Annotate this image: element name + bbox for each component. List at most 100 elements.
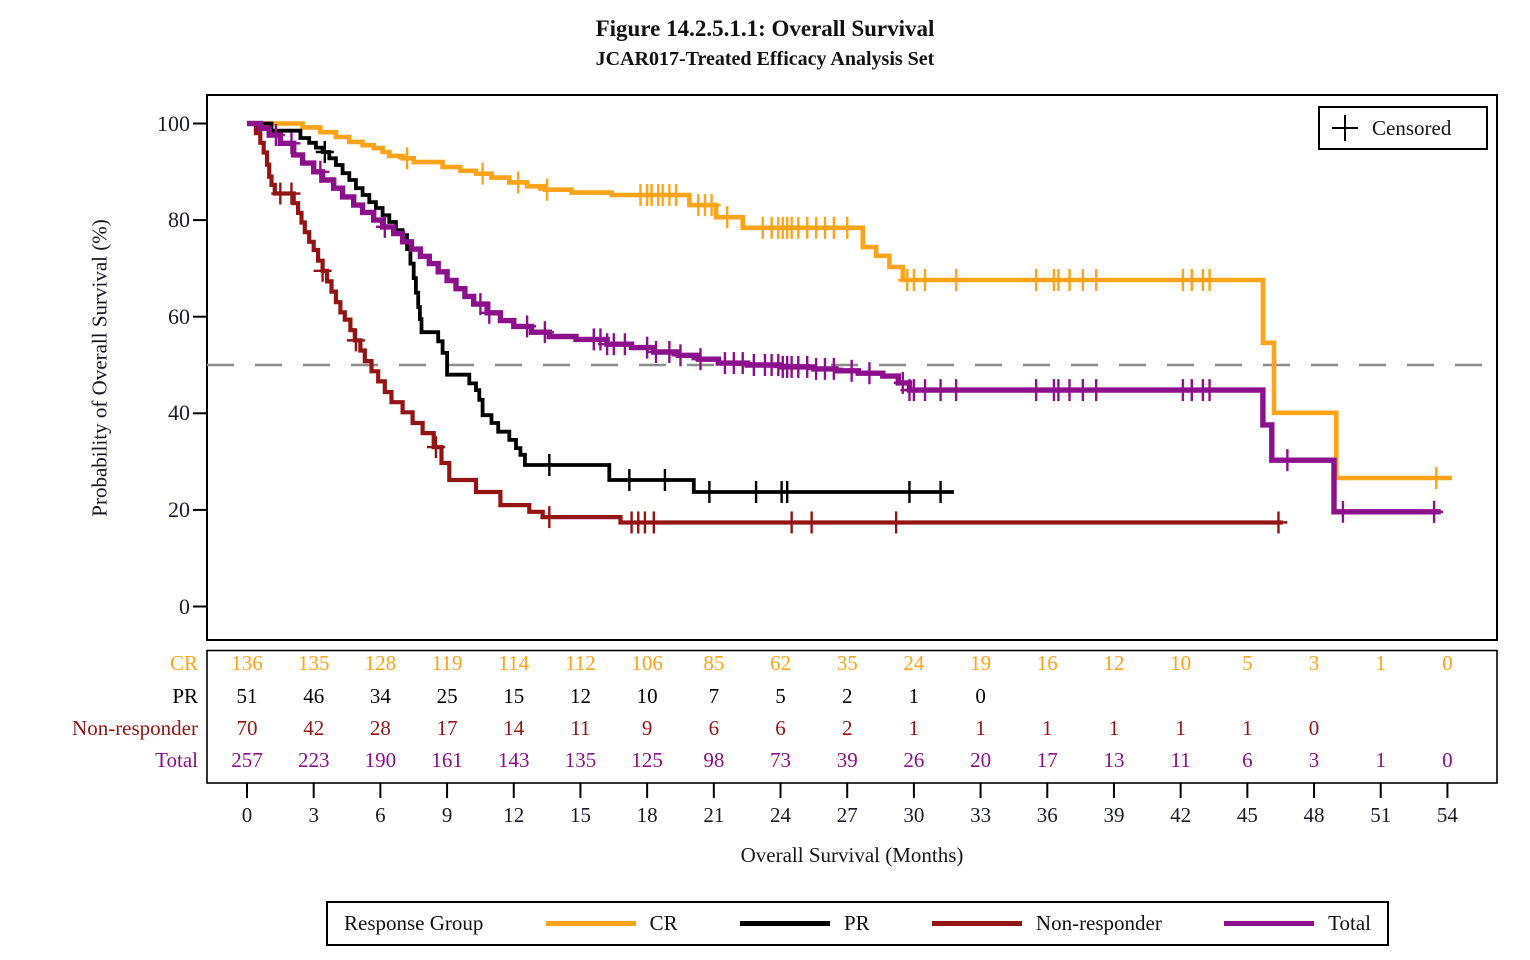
y-tick-label: 20 bbox=[168, 496, 190, 522]
x-tick-label: 42 bbox=[1170, 803, 1192, 827]
risk-count: 28 bbox=[369, 716, 391, 740]
legend-entry-label: PR bbox=[843, 911, 870, 935]
risk-row-label-total: Total bbox=[155, 748, 198, 772]
legend-entry-pr: PR bbox=[739, 911, 870, 936]
x-tick-label: 0 bbox=[241, 803, 253, 827]
risk-count: 114 bbox=[498, 651, 530, 675]
risk-count: 2 bbox=[841, 716, 853, 740]
risk-count: 13 bbox=[1103, 748, 1125, 772]
risk-count: 135 bbox=[297, 651, 330, 675]
risk-count: 125 bbox=[631, 748, 663, 772]
risk-count: 1 bbox=[1375, 748, 1386, 772]
x-tick-label: 39 bbox=[1103, 803, 1125, 827]
x-tick-label: 45 bbox=[1236, 803, 1258, 827]
risk-count: 5 bbox=[775, 684, 786, 708]
risk-count: 6 bbox=[708, 716, 720, 740]
risk-count: 0 bbox=[1308, 716, 1320, 740]
x-tick-label: 18 bbox=[636, 803, 658, 827]
risk-row-label-non-responder: Non-responder bbox=[72, 716, 198, 740]
x-tick-label: 21 bbox=[703, 803, 725, 827]
risk-count: 12 bbox=[1103, 651, 1125, 675]
risk-count: 34 bbox=[369, 684, 391, 708]
risk-count: 223 bbox=[297, 748, 330, 772]
x-tick-label: 48 bbox=[1303, 803, 1325, 827]
risk-count: 25 bbox=[436, 684, 458, 708]
risk-count: 19 bbox=[970, 651, 992, 675]
legend-line-swatch bbox=[1224, 921, 1315, 926]
risk-count: 10 bbox=[1170, 651, 1192, 675]
risk-count: 17 bbox=[1036, 748, 1058, 772]
risk-count: 46 bbox=[303, 684, 325, 708]
legend-entry-label: Non-responder bbox=[1035, 911, 1162, 935]
x-tick-label: 30 bbox=[903, 803, 925, 827]
risk-count: 11 bbox=[570, 716, 591, 740]
figure-title: Figure 14.2.5.1.1: Overall Survival bbox=[595, 16, 935, 41]
risk-count: 135 bbox=[564, 748, 597, 772]
y-tick-label: 60 bbox=[168, 303, 190, 329]
km-curve-cr bbox=[247, 121, 1452, 481]
x-tick-label: 12 bbox=[503, 803, 525, 827]
risk-count: 85 bbox=[703, 651, 725, 675]
y-tick-label: 0 bbox=[179, 593, 190, 619]
response-group-legend-box: Response Group CR PR Non-responder Total bbox=[326, 901, 1389, 946]
risk-count: 257 bbox=[231, 748, 263, 772]
risk-count: 6 bbox=[775, 716, 786, 740]
risk-count: 1 bbox=[1042, 716, 1053, 740]
censored-legend-box: Censored bbox=[1318, 106, 1488, 150]
plot-frame bbox=[206, 94, 1498, 641]
x-tick-label: 36 bbox=[1036, 803, 1058, 827]
risk-count: 161 bbox=[431, 748, 463, 772]
risk-count: 20 bbox=[970, 748, 992, 772]
risk-count: 2 bbox=[841, 684, 853, 708]
x-tick-label: 9 bbox=[441, 803, 453, 827]
risk-count: 12 bbox=[569, 684, 591, 708]
x-tick-label: 3 bbox=[308, 803, 319, 827]
risk-count: 26 bbox=[903, 748, 925, 772]
risk-count: 143 bbox=[498, 748, 530, 772]
x-tick-label: 6 bbox=[375, 803, 386, 827]
risk-count: 62 bbox=[770, 651, 792, 675]
y-tick-label: 40 bbox=[168, 400, 190, 426]
risk-count: 1 bbox=[908, 716, 920, 740]
risk-count: 1 bbox=[1175, 716, 1186, 740]
risk-count: 128 bbox=[364, 651, 397, 675]
risk-count: 1 bbox=[1375, 651, 1386, 675]
y-tick-label: 100 bbox=[157, 110, 190, 136]
risk-count: 17 bbox=[436, 716, 458, 740]
risk-count: 73 bbox=[770, 748, 792, 772]
risk-count: 9 bbox=[641, 716, 653, 740]
risk-count: 1 bbox=[1242, 716, 1253, 740]
risk-count: 1 bbox=[975, 716, 986, 740]
risk-count: 42 bbox=[303, 716, 325, 740]
y-tick-label: 80 bbox=[168, 207, 190, 233]
risk-count: 0 bbox=[1442, 748, 1453, 772]
risk-count: 112 bbox=[565, 651, 596, 675]
risk-count: 1 bbox=[908, 684, 920, 708]
legend-line-swatch bbox=[545, 921, 636, 926]
risk-count: 136 bbox=[231, 651, 263, 675]
risk-count: 190 bbox=[364, 748, 397, 772]
risk-count: 24 bbox=[903, 651, 925, 675]
risk-count: 3 bbox=[1308, 748, 1320, 772]
legend-entry-label: Total bbox=[1328, 911, 1371, 935]
censored-plus-icon bbox=[1332, 115, 1358, 141]
x-tick-label: 27 bbox=[836, 803, 858, 827]
legend-entry-total: Total bbox=[1224, 911, 1371, 936]
risk-count: 39 bbox=[836, 748, 858, 772]
risk-count: 1 bbox=[1108, 716, 1120, 740]
risk-count: 35 bbox=[836, 651, 858, 675]
x-tick-label: 51 bbox=[1370, 803, 1392, 827]
risk-count: 7 bbox=[708, 684, 720, 708]
risk-count: 106 bbox=[631, 651, 663, 675]
x-tick-label: 15 bbox=[569, 803, 591, 827]
censored-legend-label: Censored bbox=[1372, 115, 1452, 140]
risk-count: 11 bbox=[1170, 748, 1191, 772]
risk-row-label-cr: CR bbox=[169, 651, 198, 675]
legend-line-swatch bbox=[931, 921, 1022, 926]
x-tick-label: 24 bbox=[770, 803, 792, 827]
figure-subtitle: JCAR017-Treated Efficacy Analysis Set bbox=[595, 48, 935, 70]
risk-row-label-pr: PR bbox=[172, 684, 198, 708]
km-curve-non-responder bbox=[247, 121, 1283, 525]
